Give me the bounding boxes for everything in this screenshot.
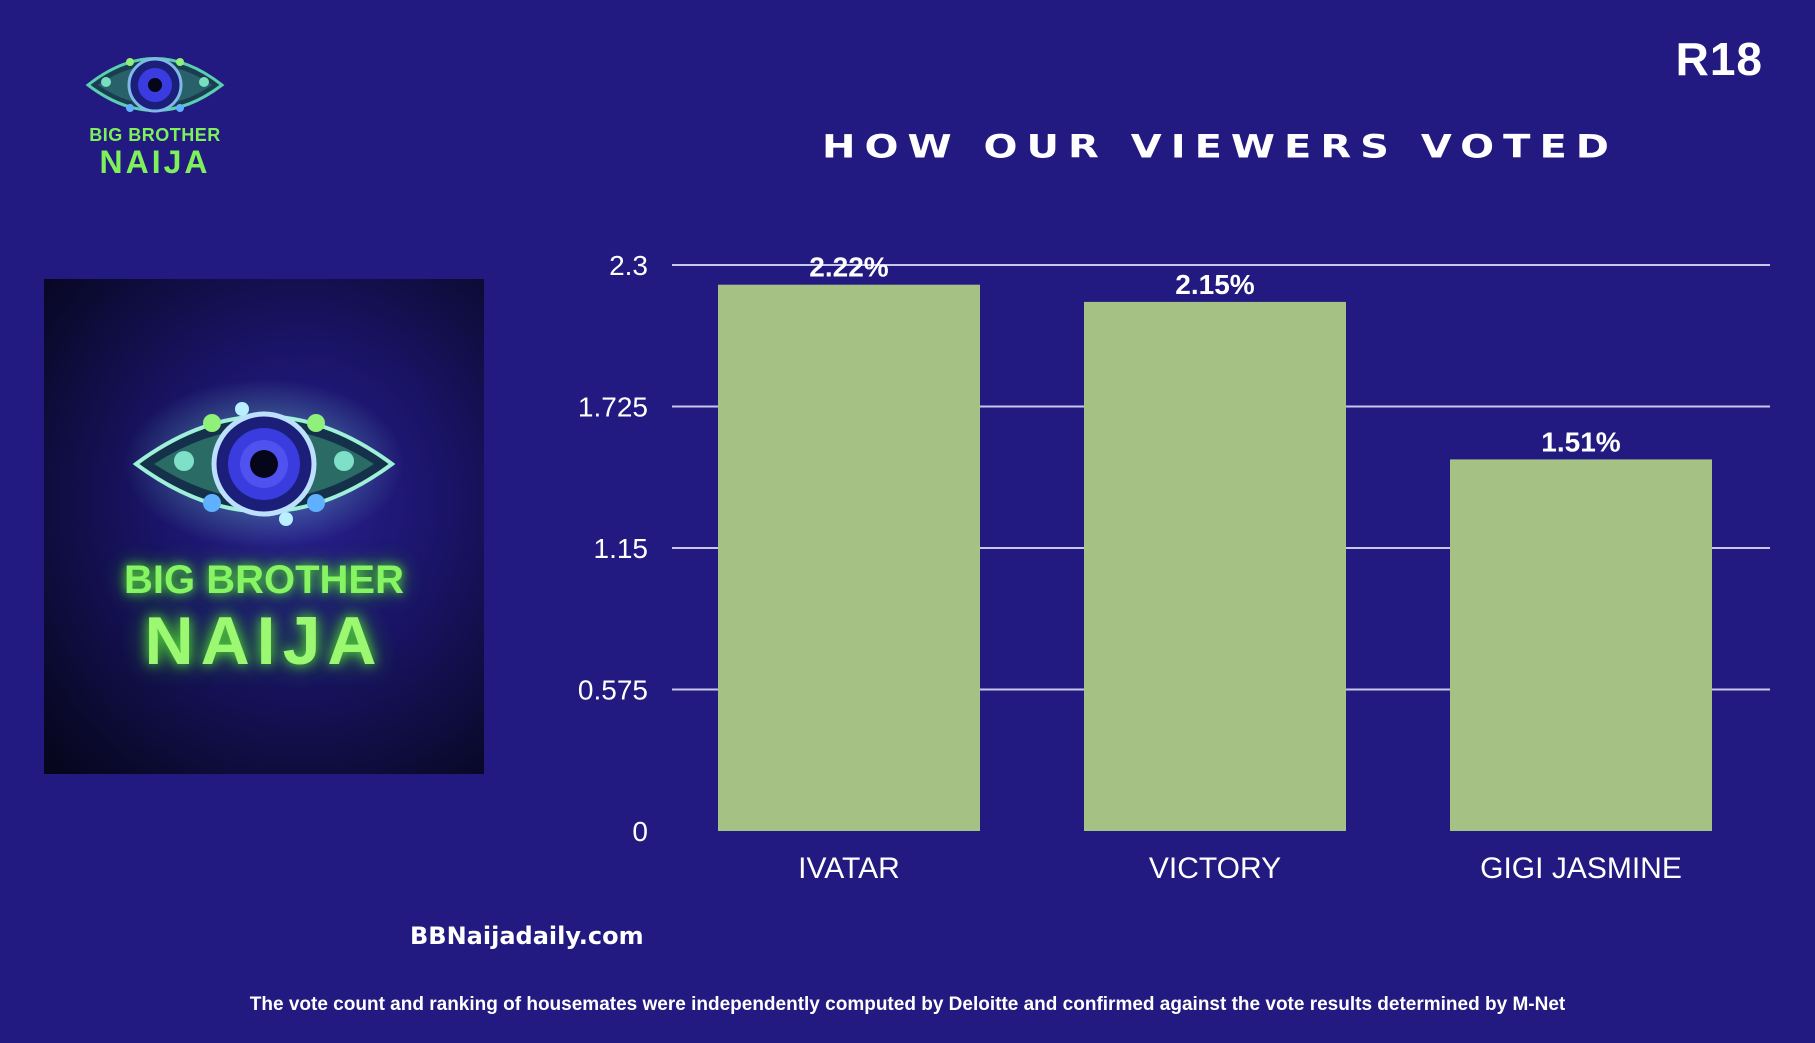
labels: 0 0.575 1.15 1.725 2.3 2.22% IVATAR 2.15% VICTOR… (578, 250, 1682, 885)
bar (1084, 301, 1346, 831)
y-tick-label: 2.3 (609, 250, 648, 281)
x-category-label: GIGI JASMINE (1480, 852, 1682, 885)
brand-logo: BIG BROTHER NAIJA (80, 38, 230, 188)
website-watermark: BBNaijadaily.com (410, 922, 644, 950)
bar-value-label: 2.15% (1175, 269, 1254, 300)
eye-icon (124, 379, 404, 549)
bar-value-label: 1.51% (1541, 426, 1620, 457)
poster-subtitle: NAIJA (144, 603, 384, 679)
y-tick-label: 1.15 (594, 533, 649, 564)
y-tick-label: 0.575 (578, 675, 648, 706)
bar (1450, 459, 1712, 831)
eye-icon (85, 57, 225, 113)
logo-subtitle: NAIJA (99, 144, 211, 180)
x-category-label: IVATAR (798, 852, 900, 885)
age-rating-badge: R18 (1675, 33, 1763, 85)
logo-title: BIG BROTHER (89, 125, 221, 145)
bar-value-label: 2.22% (809, 252, 888, 283)
x-category-label: VICTORY (1149, 852, 1281, 885)
brand-poster: BIG BROTHER NAIJA (44, 279, 484, 774)
bars (718, 284, 1712, 831)
chart-title: HOW OUR VIEWERS VOTED (822, 128, 1618, 166)
y-tick-label: 1.725 (578, 392, 648, 423)
grid-lines (672, 264, 1770, 691)
bar (718, 284, 980, 831)
y-tick-label: 0 (632, 816, 648, 847)
footer-disclaimer: The vote count and ranking of housemates… (249, 994, 1566, 1015)
poster-title: BIG BROTHER (124, 558, 404, 602)
